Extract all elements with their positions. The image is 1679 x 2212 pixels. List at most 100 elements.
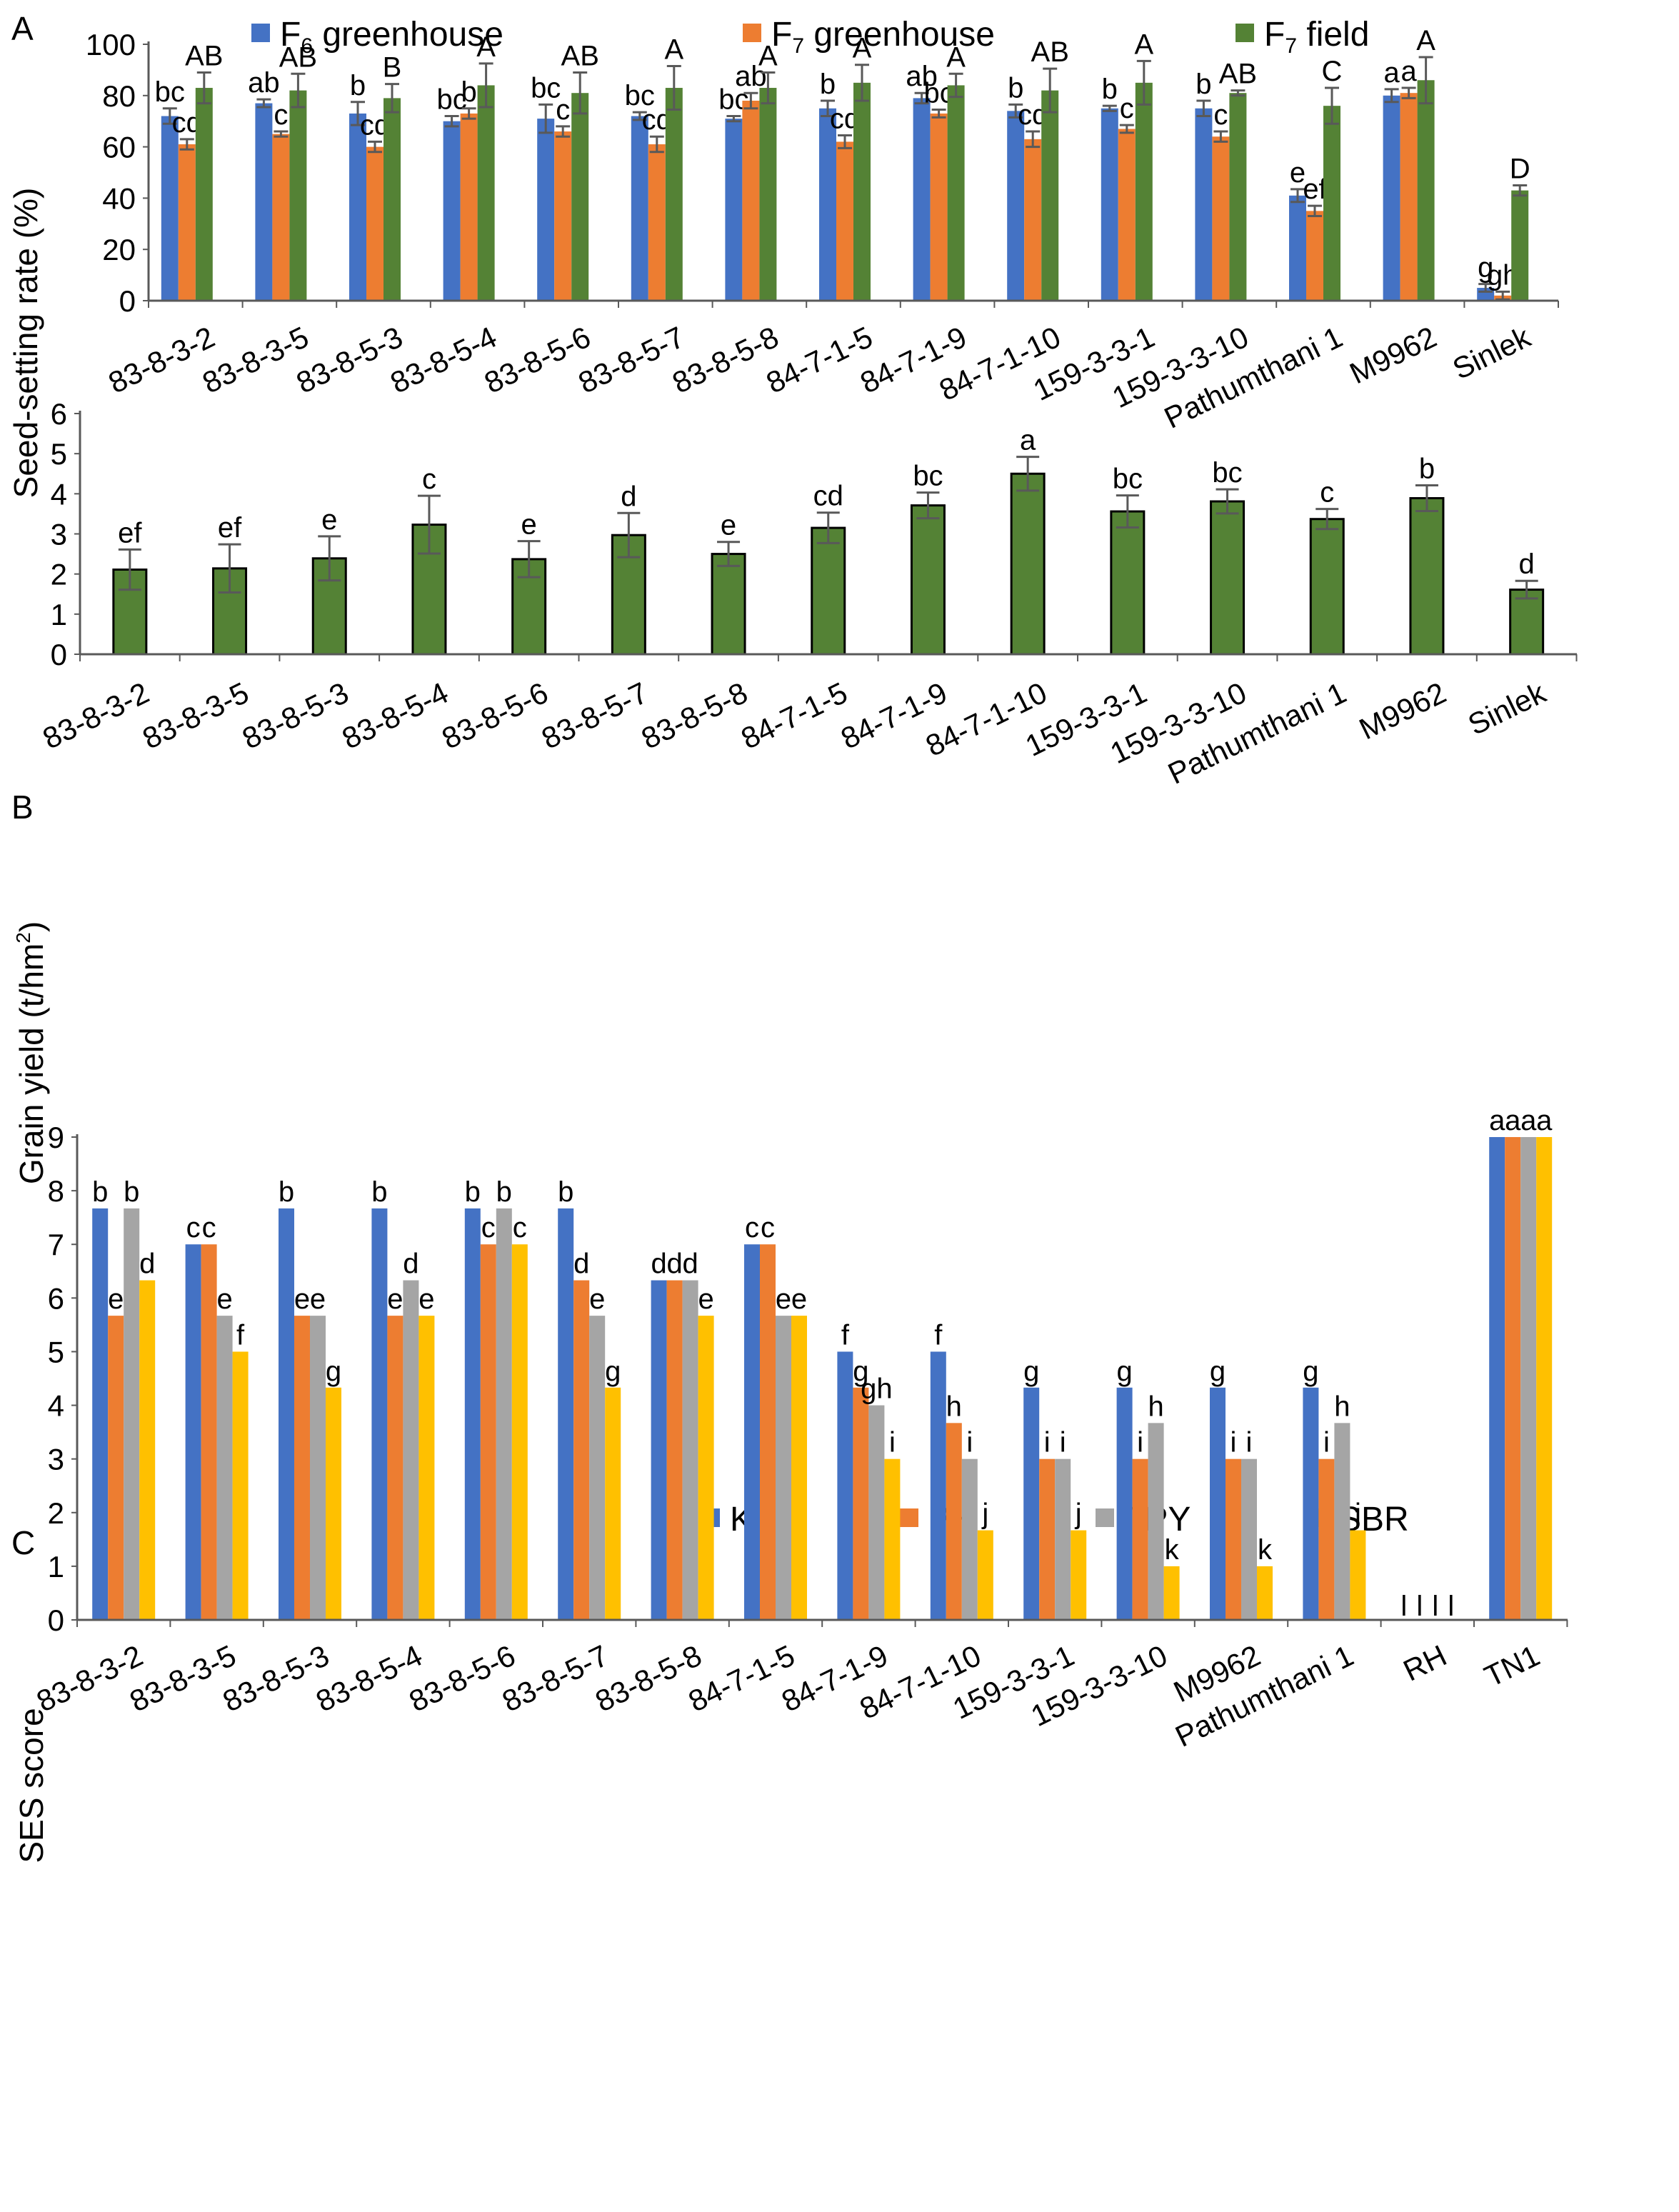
error-bar [632,111,647,121]
significance-letter: c [274,99,288,131]
significance-letter: i [1060,1427,1066,1458]
error-bar [1119,124,1134,134]
bar [760,1244,776,1620]
panel-b-y-axis-label: Grain yield (t/hm2) [12,921,50,1184]
bar [1489,1137,1505,1620]
error-bar [196,71,211,105]
bar [1163,1566,1180,1620]
panel-b-letter: B [11,789,34,826]
y-tick-label: 100 [86,28,136,61]
significance-letter: g [1303,1356,1318,1387]
y-tick-label: 6 [48,1281,64,1315]
bar [930,113,948,301]
x-tick-label: Sinlek [1463,675,1551,741]
legend-entry-sub: 7 [1285,34,1297,58]
error-bar [649,135,664,154]
bar [791,1316,807,1620]
bar [310,1316,326,1620]
significance-letter: b [1102,74,1118,105]
bar [759,88,777,301]
bar [1210,500,1246,656]
legend-entry-sub: 7 [792,34,804,58]
bar [1509,589,1545,656]
y-tick-label: 2 [48,1496,64,1530]
x-tick-label: RH [1398,1638,1452,1688]
bar [868,1405,885,1620]
bar [1023,1387,1040,1620]
error-bar [118,548,141,591]
bar [1505,1137,1521,1620]
bar [711,553,746,656]
bar [1306,211,1323,301]
significance-letter: ab [735,61,767,92]
bar [1039,1458,1056,1620]
error-bar [1136,59,1151,106]
significance-letter: f [841,1319,850,1351]
error-bar [1495,290,1510,301]
significance-letter: c [1213,99,1228,131]
significance-letter: a [1400,56,1417,87]
bar [1226,1458,1241,1620]
bar [1303,1387,1319,1620]
significance-letter: l [1400,1591,1407,1622]
legend-swatch [900,1508,918,1527]
bar [1257,1566,1273,1620]
significance-letter: k [1258,1534,1273,1566]
bar [480,1244,496,1620]
significance-letter: bc [1212,457,1242,489]
bar [930,1351,946,1620]
error-bar [1384,88,1399,104]
significance-letter: a [1489,1105,1505,1136]
bar [977,1530,993,1620]
error-bar [1513,184,1528,197]
significance-letter: e [1290,157,1305,189]
x-tick-label: 83-8-5-7 [573,320,689,400]
bar [605,1387,621,1620]
bar [1417,80,1435,301]
significance-letter: c [761,1212,775,1243]
panel-a-axes [147,41,1559,308]
bar [682,1280,698,1620]
error-bar [666,65,681,111]
significance-letter: b [465,1176,481,1208]
bar [1323,106,1340,301]
bar [554,131,572,301]
significance-letter: i [1044,1427,1051,1458]
bar [279,1208,294,1620]
error-bar [816,511,840,544]
bar [161,116,179,301]
y-tick-label: 4 [51,477,67,511]
bar [460,113,478,301]
significance-letter: c [186,1212,201,1243]
legend-swatch [743,24,761,42]
error-bar [385,83,399,114]
x-tick-label: 83-8-3-5 [124,1638,241,1718]
error-bar [914,91,929,105]
x-tick-label: 83-8-5-4 [385,320,501,400]
panel-b-bars: ef ef e c e d e cd bc a bc bc c b d [112,425,1545,656]
significance-letter: j [1354,1498,1361,1530]
significance-letter: g [1478,252,1493,284]
significance-letter: h [946,1391,962,1422]
error-bar [1196,99,1211,118]
significance-letter: e [294,1283,310,1315]
significance-letter: i [1246,1427,1253,1458]
bar [1212,136,1230,301]
significance-letter: l [1432,1591,1438,1622]
significance-letter: b [92,1176,108,1208]
significance-letter: c [202,1212,216,1243]
significance-letter: g [1116,1356,1132,1387]
error-bar [538,103,553,134]
error-bar [318,535,341,582]
significance-letter: c [745,1212,759,1243]
error-bar [838,134,852,149]
y-tick-label: 1 [48,1550,64,1583]
bar [913,98,931,301]
y-tick-label: 9 [48,1121,64,1154]
bar [294,1316,310,1620]
y-tick-label: 8 [48,1174,64,1208]
bar [776,1316,791,1620]
bar [1210,1387,1226,1620]
bar [232,1351,249,1620]
